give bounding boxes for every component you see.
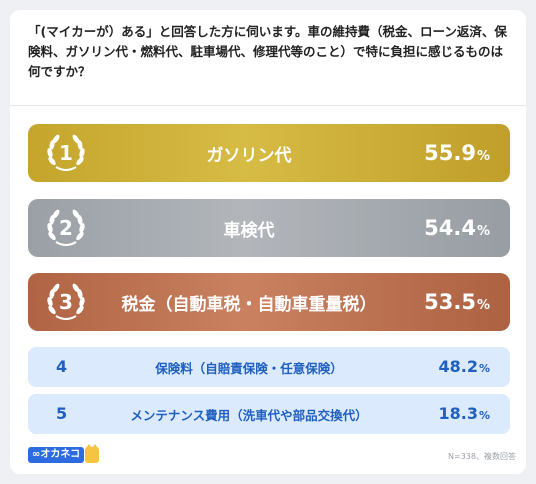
percent-unit: %: [478, 409, 490, 422]
value-number: 54.4: [424, 216, 476, 240]
value-number: 55.9: [424, 141, 476, 165]
sample-note: N=338、複数回答: [448, 452, 516, 461]
survey-question: 「(マイカーが）ある」と回答した方に伺います。車の維持費（税金、ローン返済、保険…: [28, 24, 507, 79]
rank-row-5: 5 メンテナンス費用（洗車代や部品交換代） 18.3%: [28, 394, 510, 434]
rank-row-1: 1 ガソリン代 55.9%: [28, 124, 510, 182]
percent-unit: %: [476, 224, 490, 239]
rank-number: 5: [56, 404, 68, 423]
laurel-wreath-icon: 3: [47, 283, 85, 320]
value-number: 18.3: [438, 404, 478, 423]
logo-text: ∞オカネコ: [28, 447, 85, 463]
item-label: ガソリン代: [206, 145, 292, 166]
item-value: 53.5%: [424, 273, 490, 331]
item-label: 車検代: [223, 220, 275, 241]
laurel-wreath-icon: 2: [47, 209, 85, 246]
okaneko-logo: ∞オカネコ: [28, 444, 100, 464]
item-label: 保険料（自賠責保険・任意保険）: [155, 360, 343, 376]
percent-unit: %: [478, 362, 490, 375]
rank-row-2: 2 車検代 54.4%: [28, 199, 510, 257]
cat-mascot-icon: [85, 444, 100, 463]
value-number: 48.2: [438, 357, 478, 376]
divider: [10, 105, 526, 106]
rank-number: 4: [56, 357, 68, 376]
item-value: 18.3%: [438, 394, 490, 434]
item-value: 48.2%: [438, 347, 490, 387]
rank-number: 1: [59, 141, 73, 165]
percent-unit: %: [476, 298, 490, 313]
value-number: 53.5: [424, 290, 476, 314]
item-value: 54.4%: [424, 199, 490, 257]
rank-row-4: 4 保険料（自賠責保険・任意保険） 48.2%: [28, 347, 510, 387]
rank-row-3: 3 税金（自動車税・自動車重量税） 53.5%: [28, 273, 510, 331]
item-label: メンテナンス費用（洗車代や部品交換代）: [130, 407, 368, 423]
percent-unit: %: [476, 149, 490, 164]
rank-number: 2: [59, 216, 73, 240]
item-value: 55.9%: [424, 124, 490, 182]
rank-number: 3: [59, 290, 73, 314]
laurel-wreath-icon: 1: [47, 134, 85, 171]
item-label: 税金（自動車税・自動車重量税）: [121, 294, 377, 315]
